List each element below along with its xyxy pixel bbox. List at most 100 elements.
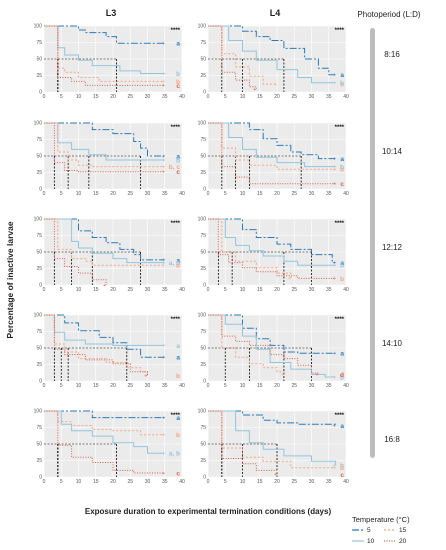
y-tick-label: 25 (200, 73, 206, 79)
y-tick-label: 100 (198, 217, 207, 223)
series-line-5 (208, 410, 337, 426)
censor-mark: + (162, 83, 165, 89)
legend-label: 20 (399, 538, 407, 545)
group-letter: b (340, 80, 344, 87)
x-tick-label: 5 (224, 191, 227, 197)
series-line-5 (44, 314, 165, 358)
x-tick-label: 15 (93, 94, 99, 100)
significance-label: **** (335, 221, 345, 227)
censor-mark: + (274, 82, 277, 88)
y-tick-label: 50 (200, 57, 206, 63)
censor-mark: + (162, 79, 165, 85)
series-line-15 (44, 122, 165, 168)
x-tick-label: 10 (240, 479, 246, 485)
photoperiod-title: Photoperiod (L:D) (357, 10, 420, 19)
y-tick-label: 50 (36, 442, 42, 448)
x-tick-label: 0 (43, 383, 46, 389)
group-letter: a (176, 257, 180, 264)
legend-label: 15 (399, 527, 407, 534)
x-tick-label: 40 (179, 94, 185, 100)
significance-label: **** (335, 413, 345, 419)
x-tick-label: 35 (162, 287, 168, 293)
legend-label: 10 (367, 538, 375, 545)
censor-mark: + (333, 167, 336, 173)
censor-mark: + (162, 170, 165, 176)
x-tick-label: 20 (110, 94, 116, 100)
x-axis-label: Exposure duration to experimental termin… (85, 507, 332, 516)
x-tick-label: 20 (110, 191, 116, 197)
significance-label: **** (171, 125, 181, 131)
x-tick-label: 30 (145, 287, 151, 293)
x-tick-label: 5 (60, 479, 63, 485)
y-tick-label: 25 (36, 73, 42, 79)
y-tick-label: 100 (198, 313, 207, 319)
significance-label: **** (171, 221, 181, 227)
x-tick-label: 40 (343, 479, 349, 485)
series-line-10 (208, 25, 336, 84)
x-tick-label: 35 (326, 383, 332, 389)
x-tick-label: 35 (326, 191, 332, 197)
x-tick-label: 0 (43, 191, 46, 197)
y-tick-label: 0 (39, 90, 42, 96)
x-tick-label: 20 (274, 479, 280, 485)
significance-label: **** (335, 125, 345, 131)
y-tick-label: 0 (203, 475, 206, 481)
group-letter: a (340, 72, 344, 79)
photoperiod-bar (370, 28, 375, 458)
censor-mark: + (145, 374, 148, 380)
censor-mark: + (162, 471, 165, 477)
series-line-10 (208, 122, 336, 168)
group-letter: b (176, 79, 180, 86)
censor-mark: + (162, 433, 165, 439)
group-letter: b (176, 432, 180, 439)
y-tick-label: 0 (203, 283, 206, 289)
x-tick-label: 30 (309, 94, 315, 100)
x-tick-label: 40 (179, 383, 185, 389)
censor-mark: + (274, 472, 277, 478)
group-letter: c (340, 372, 344, 379)
x-tick-label: 0 (207, 191, 210, 197)
y-tick-label: 0 (39, 283, 42, 289)
y-tick-label: 50 (36, 346, 42, 352)
censor-mark: + (162, 71, 165, 77)
series-line-5 (208, 25, 336, 76)
x-tick-label: 30 (145, 479, 151, 485)
significance-label: **** (171, 317, 181, 323)
group-letter: c (176, 83, 180, 90)
x-tick-label: 30 (309, 191, 315, 197)
x-tick-label: 35 (326, 479, 332, 485)
censor-mark: + (162, 158, 165, 164)
series-line-10 (44, 218, 165, 264)
x-tick-label: 15 (257, 383, 263, 389)
x-tick-label: 5 (224, 287, 227, 293)
y-tick-label: 75 (200, 425, 206, 431)
legend-label: 5 (367, 527, 371, 534)
x-tick-label: 25 (291, 94, 297, 100)
x-tick-label: 10 (76, 94, 82, 100)
y-tick-label: 0 (39, 379, 42, 385)
x-tick-label: 15 (93, 479, 99, 485)
x-tick-label: 10 (76, 383, 82, 389)
x-tick-label: 40 (343, 191, 349, 197)
x-tick-label: 25 (127, 94, 133, 100)
panel-0-1: + + + + **** abc 0 25 50 75 100 0 5 10 15 20 25 30 35 40 (198, 24, 349, 100)
x-tick-label: 15 (257, 479, 263, 485)
y-tick-label: 0 (39, 475, 42, 481)
x-tick-label: 25 (291, 479, 297, 485)
series-line-20 (208, 218, 336, 279)
y-tick-label: 100 (34, 121, 43, 127)
y-tick-label: 100 (198, 409, 207, 415)
censor-mark: + (333, 156, 336, 162)
x-tick-label: 40 (179, 287, 185, 293)
x-tick-label: 5 (60, 287, 63, 293)
series-line-5 (208, 218, 336, 264)
x-tick-label: 15 (93, 191, 99, 197)
significance-label: **** (171, 28, 181, 34)
censor-mark: + (103, 283, 106, 289)
series-line-10 (208, 218, 336, 266)
series-line-20 (208, 410, 278, 475)
censor-mark: + (162, 164, 165, 170)
